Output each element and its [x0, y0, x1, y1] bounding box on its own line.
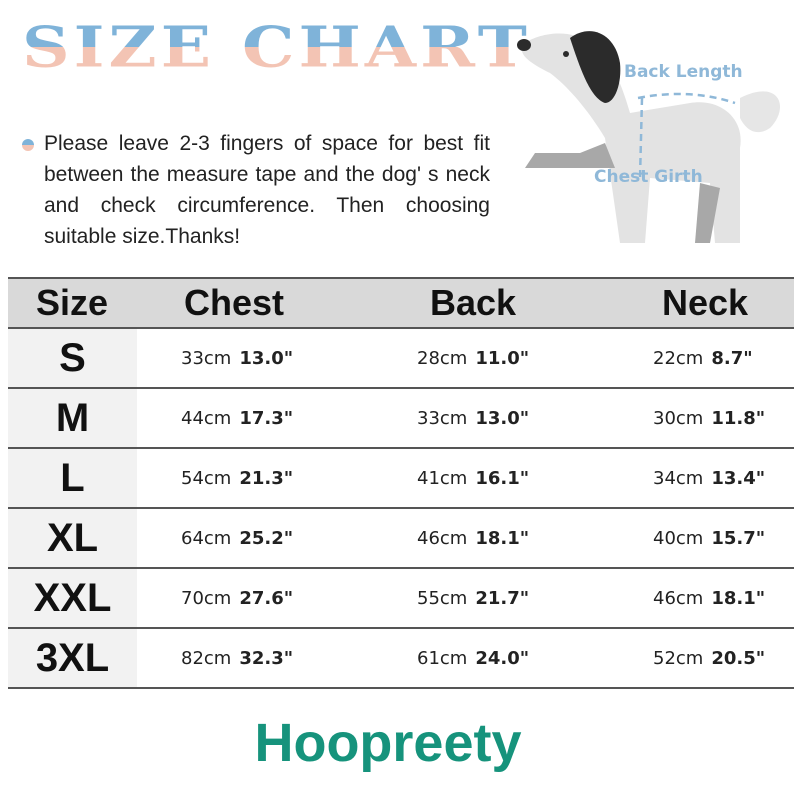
size-table: Size Chest Back Neck S 33cm 13.0" 28cm 11.… [8, 277, 794, 689]
size-cell: L [8, 449, 137, 507]
back-length-label: Back Length [624, 62, 743, 82]
neck-inches: 18.1" [711, 587, 766, 609]
neck-inches: 13.4" [711, 467, 766, 489]
chest-inches: 13.0" [239, 347, 294, 369]
chest-inches: 25.2" [239, 527, 294, 549]
chest-girth-label: Chest Girth [594, 167, 703, 187]
table-row: L 54cm 21.3" 41cm 16.1" 34cm 13.4" [8, 449, 794, 509]
fit-note: Please leave 2-3 fingers of space for be… [44, 132, 490, 248]
chest-inches: 27.6" [239, 587, 294, 609]
back-cell: 61cm 24.0" [417, 648, 529, 669]
header-neck: Neck [662, 282, 749, 323]
neck-cell: 52cm 20.5" [653, 648, 765, 669]
page-title: SIZE CHART [22, 14, 531, 81]
neck-inches: 15.7" [711, 527, 766, 549]
size-cell: 3XL [8, 629, 137, 687]
back-inches: 11.0" [475, 347, 530, 369]
chest-inches: 21.3" [239, 467, 294, 489]
chest-cm: 54cm [181, 467, 232, 489]
back-cell: 41cm 16.1" [417, 468, 529, 489]
size-cell: S [8, 329, 137, 387]
header-back: Back [430, 282, 517, 323]
table-row: XXL 70cm 27.6" 55cm 21.7" 46cm 18.1" [8, 569, 794, 629]
neck-cell: 22cm 8.7" [653, 348, 753, 369]
table-row: S 33cm 13.0" 28cm 11.0" 22cm 8.7" [8, 329, 794, 389]
chest-cm: 82cm [181, 647, 232, 669]
chest-cell: 44cm 17.3" [181, 408, 293, 429]
header-chest: Chest [184, 282, 285, 323]
neck-cm: 46cm [653, 587, 704, 609]
chest-cell: 70cm 27.6" [181, 588, 293, 609]
table-row: 3XL 82cm 32.3" 61cm 24.0" 52cm 20.5" [8, 629, 794, 689]
brand-logo: Hoopreety [254, 713, 522, 773]
back-inches: 13.0" [475, 407, 530, 429]
back-inches: 21.7" [475, 587, 530, 609]
back-cell: 55cm 21.7" [417, 588, 529, 609]
bullet-icon [22, 139, 34, 151]
chest-cm: 44cm [181, 407, 232, 429]
back-cm: 33cm [417, 407, 468, 429]
size-cell: XXL [8, 569, 137, 627]
neck-inches: 11.8" [711, 407, 766, 429]
back-inches: 24.0" [475, 647, 530, 669]
neck-inches: 20.5" [711, 647, 766, 669]
neck-cm: 22cm [653, 347, 704, 369]
table-row: M 44cm 17.3" 33cm 13.0" 30cm 11.8" [8, 389, 794, 449]
chest-inches: 32.3" [239, 647, 294, 669]
header-size: Size [36, 282, 109, 323]
neck-cell: 46cm 18.1" [653, 588, 765, 609]
back-cm: 28cm [417, 347, 468, 369]
chest-cell: 54cm 21.3" [181, 468, 293, 489]
size-cell: XL [8, 509, 137, 567]
back-cell: 33cm 13.0" [417, 408, 529, 429]
neck-cm: 34cm [653, 467, 704, 489]
back-cell: 46cm 18.1" [417, 528, 529, 549]
back-cm: 61cm [417, 647, 468, 669]
chest-cm: 64cm [181, 527, 232, 549]
back-inches: 16.1" [475, 467, 530, 489]
neck-cm: 52cm [653, 647, 704, 669]
chest-cell: 82cm 32.3" [181, 648, 293, 669]
neck-cell: 34cm 13.4" [653, 468, 765, 489]
neck-cm: 30cm [653, 407, 704, 429]
neck-inches: 8.7" [711, 347, 753, 369]
back-cell: 28cm 11.0" [417, 348, 529, 369]
chest-cell: 33cm 13.0" [181, 348, 293, 369]
chest-cm: 33cm [181, 347, 232, 369]
neck-cell: 30cm 11.8" [653, 408, 765, 429]
back-cm: 41cm [417, 467, 468, 489]
table-row: XL 64cm 25.2" 46cm 18.1" 40cm 15.7" [8, 509, 794, 569]
dog-illustration-icon [517, 31, 780, 243]
chest-cell: 64cm 25.2" [181, 528, 293, 549]
chest-inches: 17.3" [239, 407, 294, 429]
back-cm: 46cm [417, 527, 468, 549]
dog-measurement-diagram: Back Length Chest Girth [510, 18, 790, 258]
back-inches: 18.1" [475, 527, 530, 549]
neck-cm: 40cm [653, 527, 704, 549]
size-cell: M [8, 389, 137, 447]
chest-cm: 70cm [181, 587, 232, 609]
back-cm: 55cm [417, 587, 468, 609]
table-header: Size Chest Back Neck [8, 277, 794, 329]
neck-cell: 40cm 15.7" [653, 528, 765, 549]
